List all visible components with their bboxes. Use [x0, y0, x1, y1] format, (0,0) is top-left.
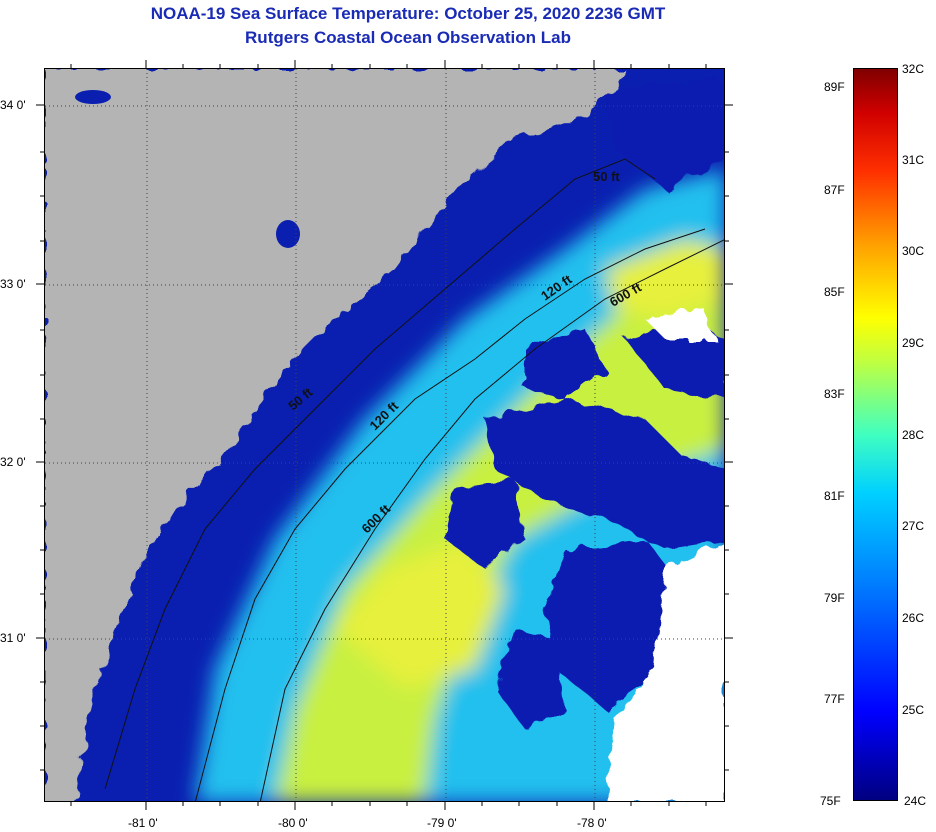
lake [75, 90, 111, 104]
contour-600ft [259, 239, 724, 801]
lat-label: 34 0' [0, 98, 26, 112]
contour-50ft [104, 158, 656, 790]
lake [276, 220, 300, 248]
warm-core-region [335, 539, 505, 689]
colorbar-fahrenheit-label: 81F [824, 489, 845, 503]
colorbar-fahrenheit-label: 87F [824, 183, 845, 197]
lat-label: 32 0' [0, 455, 26, 469]
cold-patch [485, 399, 724, 549]
contour-120ft [195, 228, 706, 801]
graticule [45, 69, 724, 801]
colorbar-fahrenheit-label: 75F [820, 794, 841, 808]
lat-label: 31 0' [0, 631, 26, 645]
cold-patch [545, 539, 685, 709]
warm-core-region-2 [605, 239, 724, 319]
colorbar-celsius-label: 24C [904, 794, 927, 808]
cold-patch [495, 629, 565, 729]
colorbar-celsius-label: 25C [902, 703, 925, 717]
land-region [45, 69, 625, 801]
sst-map: 50 ft 120 ft 600 ft 50 ft 120 ft 600 ft [44, 68, 725, 802]
cold-patch [445, 479, 525, 569]
lon-label: -78 0' [577, 816, 607, 830]
colorbar-celsius-label: 31C [902, 153, 925, 167]
colorbar-celsius-label: 32C [902, 62, 925, 76]
colorbar-fahrenheit-label: 83F [824, 387, 845, 401]
cold-patch [525, 329, 605, 399]
no-data-region [645, 309, 715, 339]
colorbar-celsius-label: 27C [902, 519, 925, 533]
lon-label: -81 0' [128, 816, 158, 830]
colorbar-fahrenheit-label: 89F [824, 80, 845, 94]
depth-contours [104, 158, 724, 801]
colorbar-fahrenheit-label: 77F [824, 692, 845, 706]
no-data-region [605, 539, 724, 801]
lat-label: 33 0' [0, 277, 26, 291]
lon-label: -79 0' [427, 816, 457, 830]
map-title: NOAA-19 Sea Surface Temperature: October… [150, 4, 666, 23]
colorbar-fahrenheit-label: 79F [824, 591, 845, 605]
sst-map-graphic: 50 ft 120 ft 600 ft 50 ft 120 ft 600 ft [45, 69, 724, 801]
map-subtitle: Rutgers Coastal Ocean Observation Lab [245, 28, 571, 47]
colorbar-celsius-label: 29C [902, 336, 925, 350]
lon-label: -80 0' [278, 816, 308, 830]
temperature-colorbar [853, 68, 898, 801]
cold-patch [605, 79, 724, 189]
contour-label: 50 ft [593, 169, 620, 184]
colorbar-celsius-label: 26C [902, 611, 925, 625]
colorbar-celsius-label: 30C [902, 244, 925, 258]
colorbar-fahrenheit-label: 85F [824, 285, 845, 299]
colorbar-celsius-label: 28C [902, 428, 925, 442]
